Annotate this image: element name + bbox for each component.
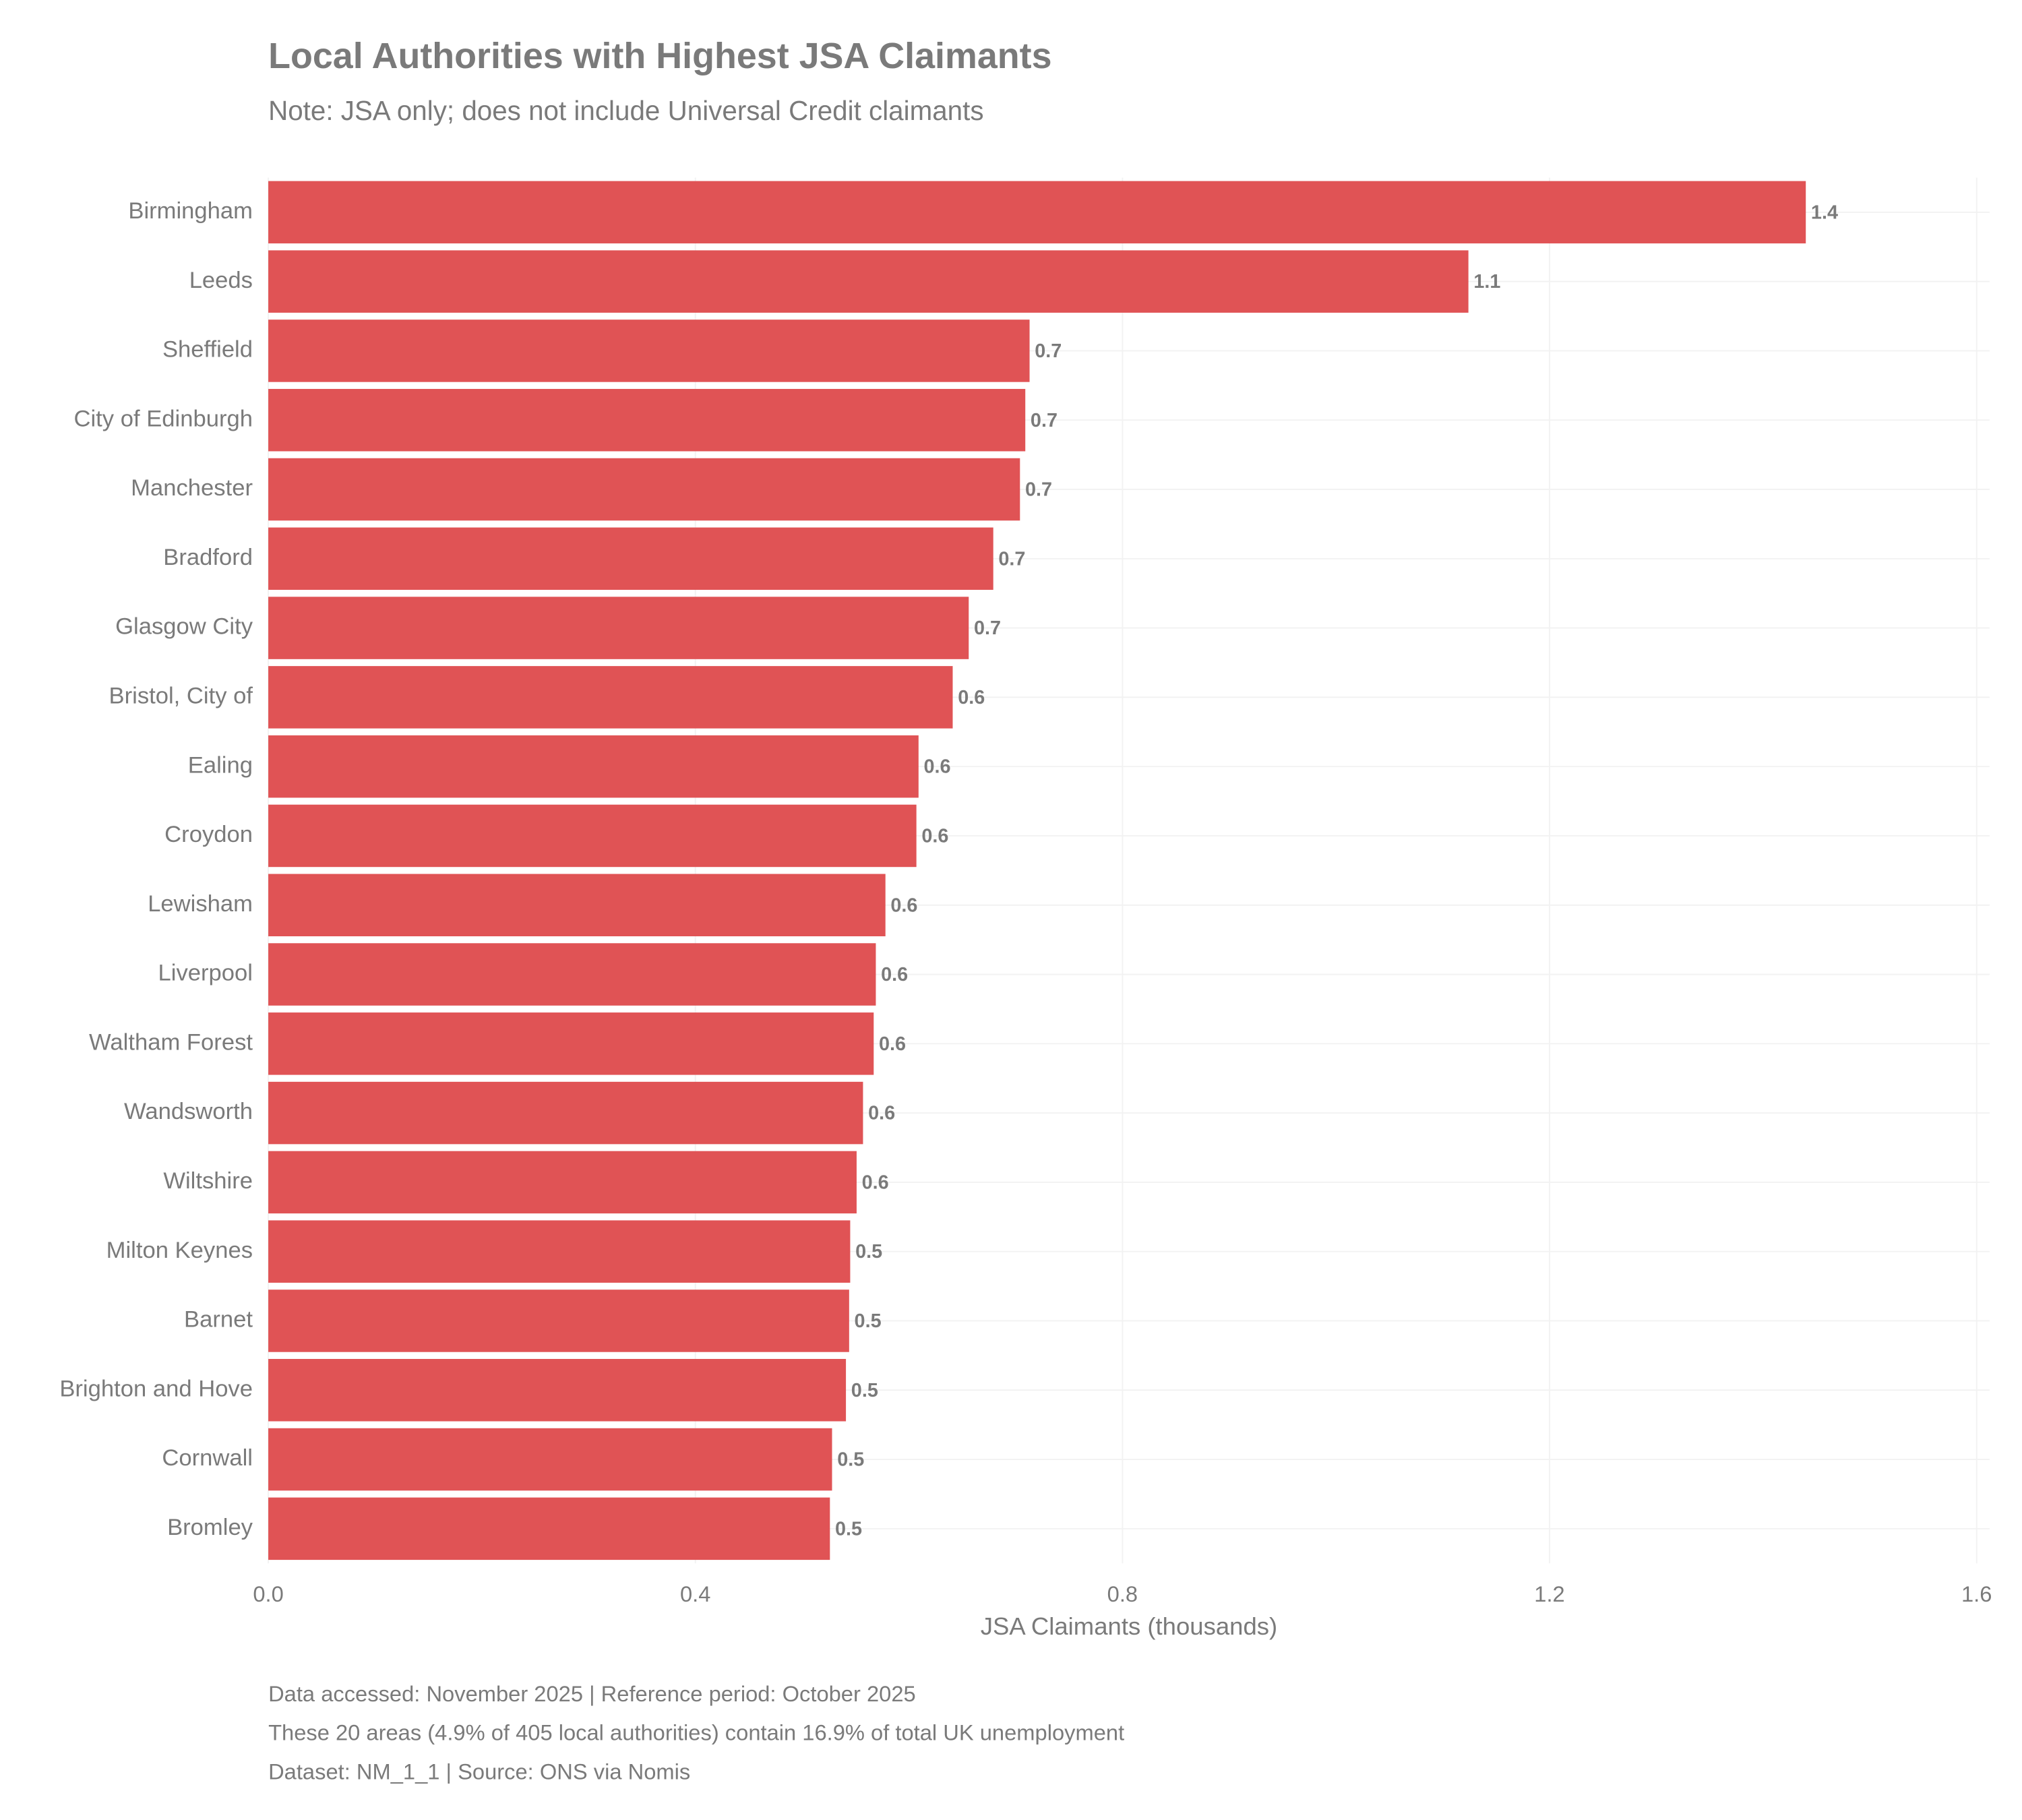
y-tick-label: Ealing (188, 752, 253, 778)
y-tick-label: Waltham Forest (89, 1029, 253, 1055)
bar (268, 458, 1020, 521)
x-tick-label: 0.0 (253, 1581, 283, 1606)
value-label: 0.6 (881, 964, 908, 985)
value-label: 0.5 (835, 1518, 862, 1540)
footnote: Dataset: NM_1_1 | Source: ONS via Nomis (268, 1759, 690, 1784)
chart-title: Local Authorities with Highest JSA Claim… (268, 36, 1051, 76)
y-tick-label: Croydon (164, 822, 253, 847)
value-label: 0.6 (868, 1103, 895, 1124)
chart-subtitle: Note: JSA only; does not include Univers… (268, 95, 983, 126)
value-label: 1.1 (1473, 271, 1500, 293)
value-label: 0.5 (851, 1380, 878, 1401)
x-axis-label: JSA Claimants (thousands) (981, 1612, 1277, 1640)
x-tick-label: 0.4 (680, 1581, 710, 1606)
y-tick-label: Bradford (163, 545, 253, 570)
y-tick-label: Wiltshire (163, 1168, 253, 1194)
y-tick-label: Bristol, City of (109, 684, 253, 709)
bar (268, 181, 1806, 244)
bar (268, 1220, 851, 1283)
value-label: 0.6 (958, 687, 985, 708)
bar (268, 735, 919, 798)
y-tick-label: Brighton and Hove (59, 1376, 253, 1401)
y-tick-label: Bromley (167, 1515, 253, 1540)
bar (268, 1290, 849, 1352)
bar (268, 943, 876, 1006)
bar (268, 250, 1469, 313)
x-tick-label: 0.8 (1107, 1581, 1138, 1606)
value-label: 0.6 (862, 1172, 889, 1193)
bar (268, 666, 953, 729)
y-tick-label: Birmingham (128, 198, 253, 224)
value-label: 1.4 (1811, 202, 1838, 223)
bar (268, 1497, 830, 1560)
y-tick-label: Milton Keynes (106, 1238, 253, 1263)
bar (268, 1081, 863, 1145)
x-tick-label: 1.6 (1961, 1581, 1992, 1606)
bar (268, 804, 917, 868)
footnote: These 20 areas (4.9% of 405 local author… (268, 1720, 1124, 1745)
bar (268, 388, 1026, 452)
value-label: 0.6 (879, 1033, 906, 1055)
bar (268, 320, 1030, 382)
value-label: 0.7 (1025, 479, 1052, 501)
bar (268, 1012, 874, 1075)
value-label: 0.5 (855, 1310, 882, 1332)
y-tick-label: Barnet (184, 1307, 253, 1333)
value-label: 0.5 (855, 1241, 882, 1263)
value-label: 0.7 (998, 548, 1025, 570)
bar (268, 874, 886, 936)
bar (268, 1359, 847, 1422)
y-tick-label: Wandsworth (124, 1099, 253, 1124)
y-tick-label: Glasgow City (115, 614, 253, 640)
value-label: 0.7 (1035, 340, 1062, 362)
y-tick-label: Cornwall (162, 1445, 253, 1471)
y-tick-label: Leeds (189, 268, 253, 293)
value-label: 0.5 (837, 1449, 864, 1471)
x-tick-label: 1.2 (1534, 1581, 1564, 1606)
bar (268, 527, 993, 590)
y-tick-label: Sheffield (162, 337, 253, 363)
y-tick-label: City of Edinburgh (74, 406, 253, 431)
value-label: 0.6 (890, 894, 917, 916)
bar (268, 597, 969, 659)
bar (268, 1151, 857, 1214)
y-tick-label: Manchester (131, 475, 253, 501)
footnote: Data accessed: November 2025 | Reference… (268, 1681, 916, 1706)
value-label: 0.7 (974, 617, 1001, 639)
y-tick-label: Liverpool (158, 961, 253, 986)
value-label: 0.6 (921, 826, 948, 847)
value-label: 0.6 (924, 756, 951, 778)
y-tick-label: Lewisham (148, 891, 253, 917)
value-label: 0.7 (1031, 410, 1058, 431)
bar (268, 1428, 832, 1491)
